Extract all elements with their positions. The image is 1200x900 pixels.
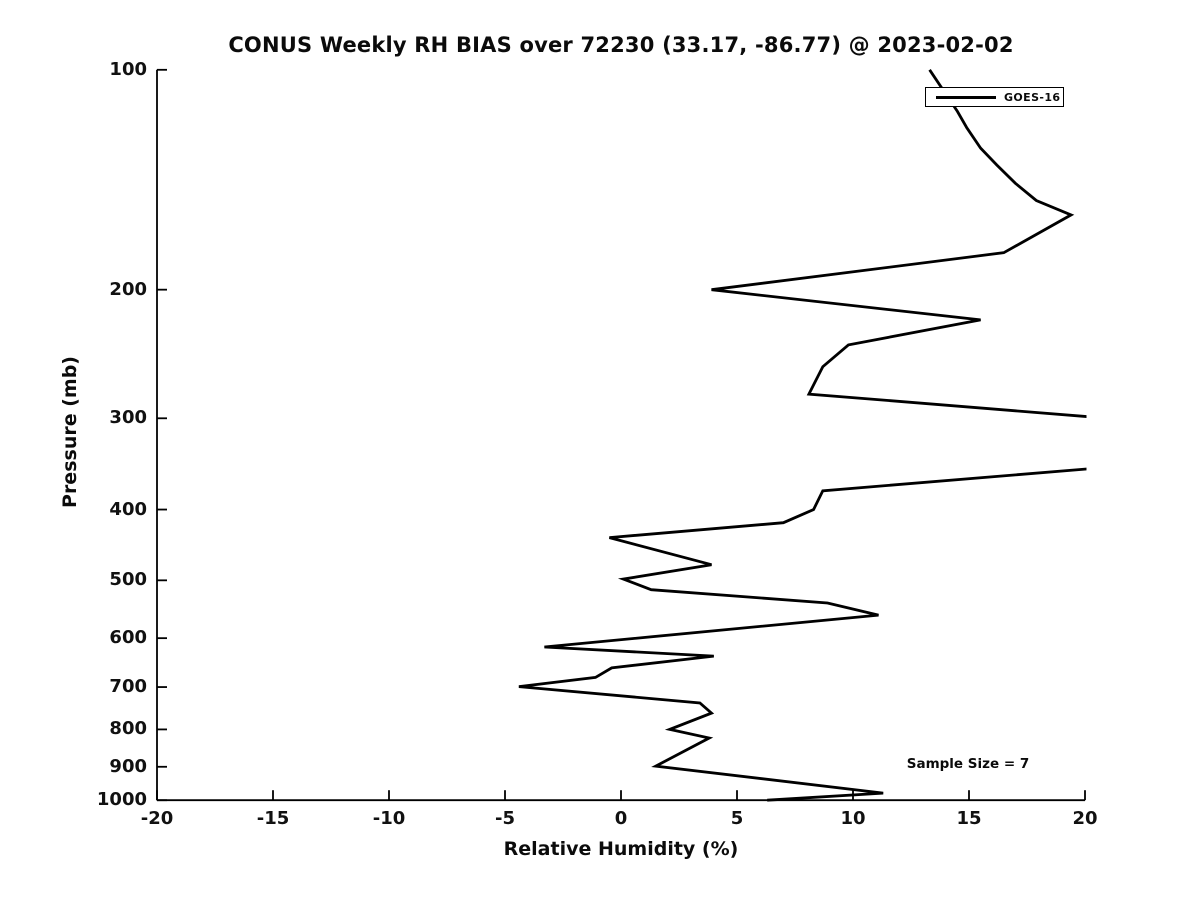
x-tick-label: 0 (614, 808, 628, 830)
y-tick-label: 1000 (96, 789, 147, 811)
y-tick-label: 600 (109, 627, 147, 649)
y-tick-label: 500 (109, 569, 147, 591)
x-tick-label: 20 (1072, 808, 1098, 830)
x-tick-label: 10 (840, 808, 866, 830)
x-tick-label: -20 (140, 808, 174, 830)
legend-label: GOES-16 (1004, 90, 1061, 104)
legend-line-sample (936, 95, 996, 99)
x-tick-label: 15 (956, 808, 982, 830)
y-tick-label: 700 (109, 676, 147, 698)
chart-title: CONUS Weekly RH BIAS over 72230 (33.17, … (228, 33, 1014, 57)
data-line-group (518, 69, 1087, 802)
x-tick-label: -10 (372, 808, 406, 830)
y-tick-label: 400 (109, 498, 147, 520)
y-tick-label: 200 (109, 278, 147, 300)
y-tick-label: 800 (109, 718, 147, 740)
sample-size-annotation: Sample Size = 7 (906, 756, 1030, 772)
data-line-goes-16 (518, 69, 1087, 802)
y-axis-label: Pressure (mb) (59, 356, 81, 508)
y-tick-label: 300 (109, 407, 147, 429)
y-tick-label: 100 (109, 58, 147, 80)
plot-axes (156, 68, 1086, 802)
x-axis-label: Relative Humidity (%) (503, 838, 739, 860)
x-tick-label: 5 (730, 808, 744, 830)
legend: GOES-16 (925, 87, 1064, 107)
x-tick-label: -15 (256, 808, 290, 830)
y-tick-label: 900 (109, 755, 147, 777)
x-tick-label: -5 (495, 808, 515, 830)
